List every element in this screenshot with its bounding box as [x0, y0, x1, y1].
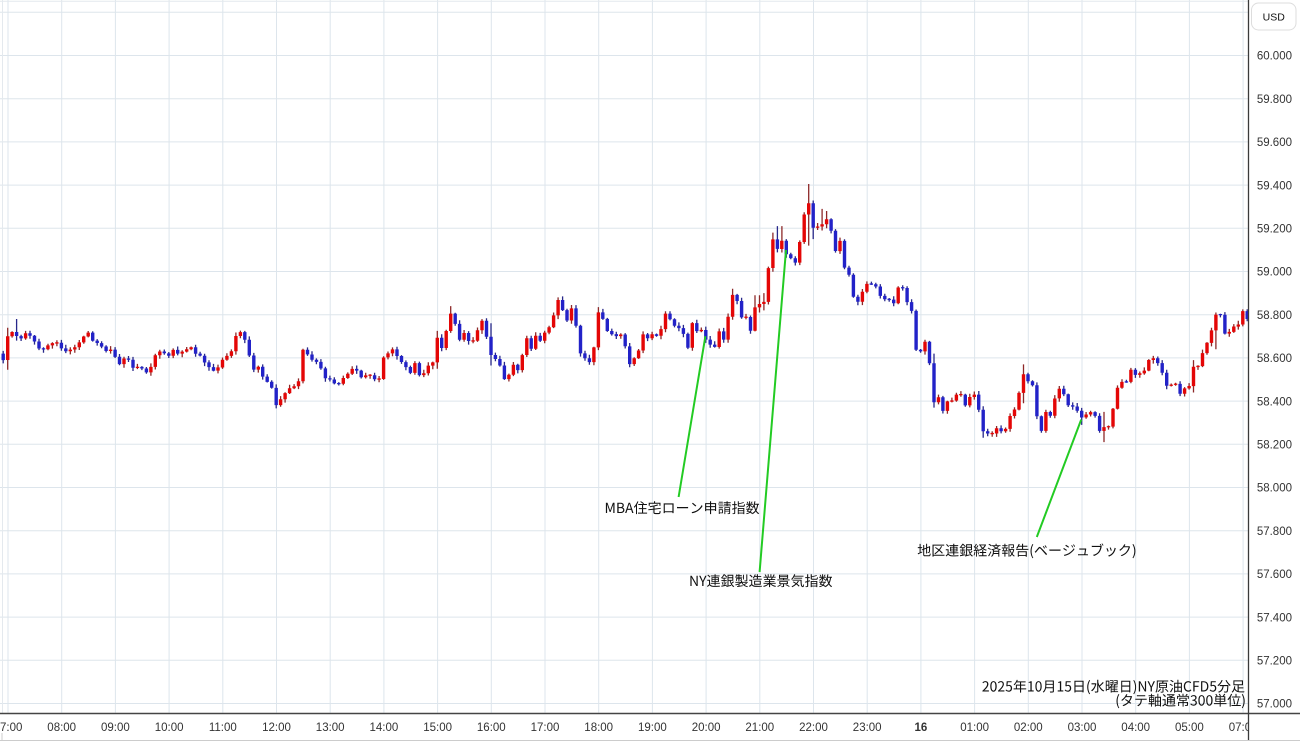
svg-text:57.200: 57.200 [1257, 656, 1292, 668]
svg-text:03:00: 03:00 [1068, 722, 1097, 734]
svg-text:59.000: 59.000 [1257, 267, 1292, 279]
svg-text:14:00: 14:00 [370, 722, 399, 734]
svg-text:18:00: 18:00 [584, 722, 613, 734]
svg-text:16: 16 [915, 722, 928, 734]
svg-text:59.200: 59.200 [1257, 224, 1292, 236]
svg-text:58.600: 58.600 [1257, 353, 1292, 365]
svg-text:09:00: 09:00 [101, 722, 130, 734]
svg-text:58.400: 58.400 [1257, 396, 1292, 408]
svg-text:USD: USD [1263, 12, 1286, 24]
svg-text:01:00: 01:00 [960, 722, 989, 734]
svg-text:59.800: 59.800 [1257, 94, 1292, 106]
svg-text:59.600: 59.600 [1257, 137, 1292, 149]
svg-text:19:00: 19:00 [638, 722, 667, 734]
svg-text:08:00: 08:00 [47, 722, 76, 734]
svg-text:11:00: 11:00 [209, 722, 237, 734]
svg-text:13:00: 13:00 [316, 722, 345, 734]
svg-text:21:00: 21:00 [745, 722, 774, 734]
svg-text:20:00: 20:00 [692, 722, 721, 734]
svg-text:05:00: 05:00 [1175, 722, 1204, 734]
svg-text:57.800: 57.800 [1257, 526, 1292, 538]
svg-text:58.200: 58.200 [1257, 440, 1292, 452]
svg-text:02:00: 02:00 [1014, 722, 1043, 734]
svg-text:07:00: 07:00 [0, 722, 22, 734]
svg-text:57.400: 57.400 [1257, 612, 1292, 624]
svg-text:12:00: 12:00 [262, 722, 291, 734]
svg-text:07:00: 07:00 [1229, 722, 1258, 734]
svg-text:22:00: 22:00 [799, 722, 828, 734]
svg-text:58.800: 58.800 [1257, 310, 1292, 322]
svg-text:23:00: 23:00 [853, 722, 882, 734]
svg-text:17:00: 17:00 [531, 722, 560, 734]
svg-text:16:00: 16:00 [477, 722, 506, 734]
svg-text:57.000: 57.000 [1257, 699, 1292, 711]
svg-text:15:00: 15:00 [423, 722, 452, 734]
svg-text:10:00: 10:00 [155, 722, 184, 734]
svg-text:60.000: 60.000 [1257, 51, 1292, 63]
svg-text:04:00: 04:00 [1121, 722, 1150, 734]
svg-text:58.000: 58.000 [1257, 483, 1292, 495]
svg-text:59.400: 59.400 [1257, 180, 1292, 192]
svg-text:57.600: 57.600 [1257, 569, 1292, 581]
